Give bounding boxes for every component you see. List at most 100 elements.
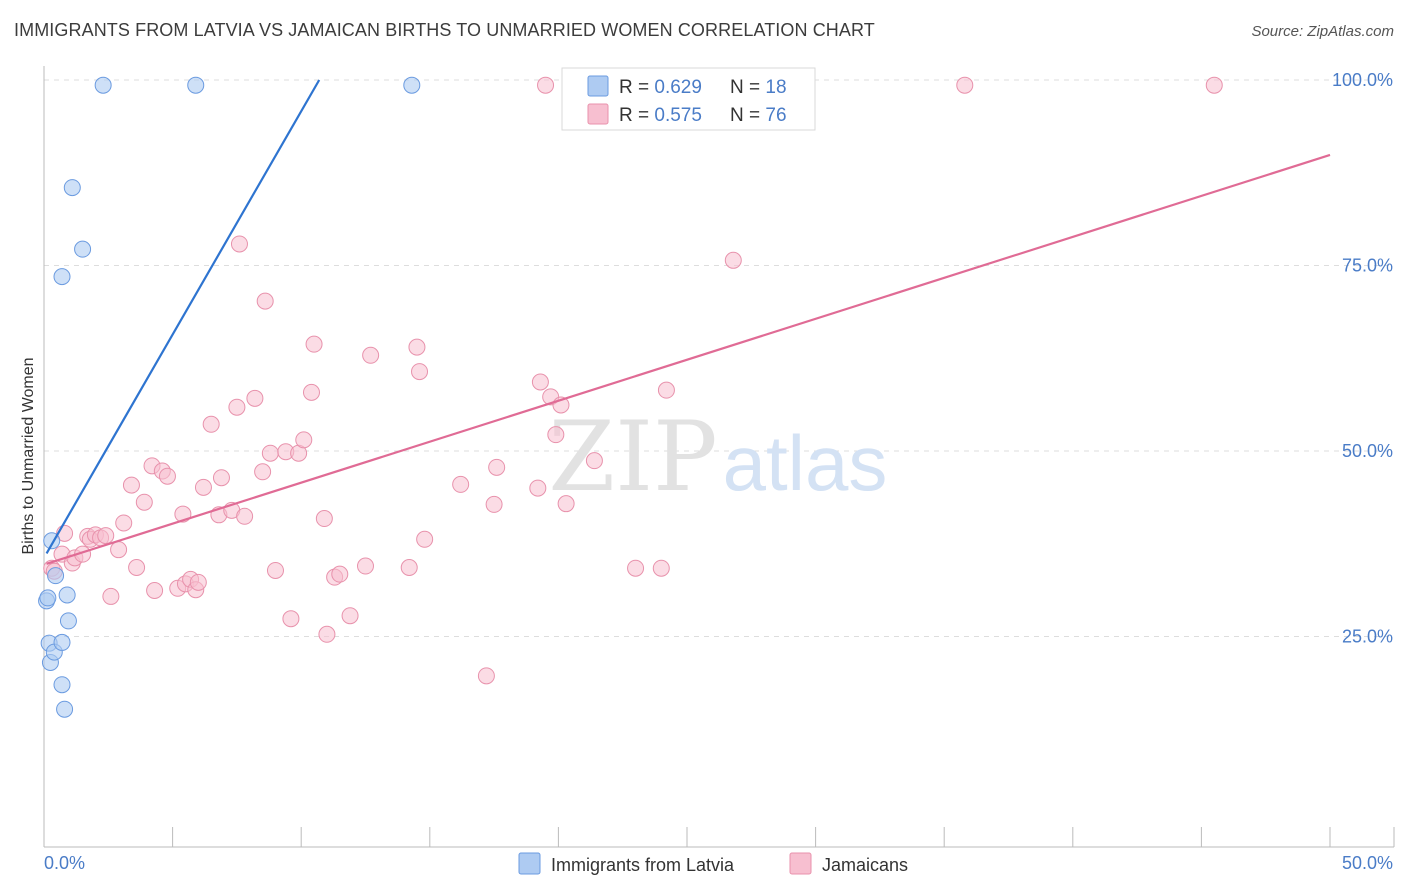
- stats-legend-n-jamaica: N = 76: [730, 105, 787, 126]
- stats-legend: R = 0.629 N = 18 R = 0.575 N = 76: [561, 67, 816, 131]
- n-label: N =: [730, 77, 765, 98]
- jamaica-point: [261, 444, 279, 462]
- x-tick-label: 50.0%: [1342, 853, 1393, 873]
- legend-label-latvia: Immigrants from Latvia: [551, 855, 735, 875]
- legend-swatch-jamaica: [789, 852, 812, 875]
- jamaica-point: [341, 607, 359, 625]
- latvia-point: [63, 179, 81, 197]
- r-value: 0.629: [654, 77, 702, 98]
- jamaica-point: [97, 527, 115, 545]
- jamaica-point: [331, 565, 349, 583]
- jamaica-point: [115, 514, 133, 532]
- jamaica-point: [110, 541, 128, 559]
- jamaica-point: [657, 381, 675, 399]
- latvia-point: [94, 76, 112, 94]
- y-tick-label: 75.0%: [1342, 256, 1393, 276]
- jamaica-point: [236, 507, 254, 525]
- jamaica-point: [202, 415, 220, 433]
- jamaica-point: [400, 558, 418, 576]
- r-label: R =: [619, 105, 654, 126]
- jamaica-point: [488, 458, 506, 476]
- jamaica-point: [411, 363, 429, 381]
- latvia-point: [47, 567, 65, 585]
- jamaica-point: [158, 467, 176, 485]
- latvia-point: [74, 240, 92, 258]
- jamaica-point: [315, 510, 333, 528]
- jamaica-point: [529, 479, 547, 497]
- jamaica-point: [416, 530, 434, 548]
- jamaicans-points: [43, 76, 1223, 685]
- latvia-point: [59, 612, 77, 630]
- n-value: 76: [765, 105, 786, 126]
- stats-legend-swatch-latvia: [587, 75, 609, 97]
- jamaica-point: [318, 625, 336, 643]
- stats-legend-row-latvia: R = 0.629: [619, 77, 702, 98]
- jamaica-point: [477, 667, 495, 685]
- tick-labels: 25.0% 50.0% 75.0% 100.0% 0.0% 50.0%: [44, 70, 1393, 873]
- jamaica-point: [724, 251, 742, 269]
- jamaica-point: [246, 389, 264, 407]
- jamaica-point: [128, 558, 146, 576]
- y-tick-label: 50.0%: [1342, 441, 1393, 461]
- jamaica-point: [230, 235, 248, 253]
- jamaica-point: [585, 452, 603, 470]
- latvia-point: [403, 76, 421, 94]
- jamaica-point: [537, 76, 555, 94]
- latvia-point: [53, 268, 71, 286]
- r-value: 0.575: [654, 105, 702, 126]
- jamaica-point: [282, 610, 300, 628]
- y-axis-label: Births to Unmarried Women: [20, 357, 37, 554]
- jamaica-point: [362, 346, 380, 364]
- legend-label-jamaica: Jamaicans: [822, 855, 908, 875]
- latvia-point: [58, 586, 76, 604]
- jamaica-point: [408, 338, 426, 356]
- stats-legend-row-jamaica: R = 0.575: [619, 105, 702, 126]
- watermark-atlas: atlas: [723, 419, 888, 507]
- latvia-point: [56, 700, 74, 718]
- jamaica-point: [452, 475, 470, 493]
- jamaica-point: [102, 587, 120, 605]
- jamaica-point: [194, 478, 212, 496]
- jamaica-point: [485, 495, 503, 513]
- jamaica-point: [956, 76, 974, 94]
- n-label: N =: [730, 105, 765, 126]
- grid-lines: [44, 79, 1394, 637]
- jamaica-point: [557, 495, 575, 513]
- y-tick-label: 100.0%: [1332, 70, 1393, 90]
- jamaica-point: [302, 383, 320, 401]
- jamaica-trend-line: [46, 153, 1331, 565]
- jamaica-point: [228, 398, 246, 416]
- jamaica-point: [189, 573, 207, 591]
- stats-legend-n-latvia: N = 18: [730, 77, 787, 98]
- jamaica-point: [652, 559, 670, 577]
- jamaica-point: [212, 469, 230, 487]
- jamaica-point: [547, 426, 565, 444]
- watermark-zip: ZIP: [548, 401, 717, 513]
- jamaica-point: [305, 335, 323, 353]
- chart-title: IMMIGRANTS FROM LATVIA VS JAMAICAN BIRTH…: [14, 20, 875, 40]
- jamaica-point: [531, 373, 549, 391]
- latvia-point: [39, 589, 57, 607]
- stats-legend-swatch-jamaica: [587, 103, 609, 125]
- trend-lines: [45, 79, 1331, 565]
- jamaica-point: [135, 493, 153, 511]
- x-tick-label: 0.0%: [44, 853, 85, 873]
- r-label: R =: [619, 77, 654, 98]
- n-value: 18: [765, 77, 786, 98]
- axes: [43, 66, 1395, 848]
- latvia-points: [38, 76, 421, 718]
- latvia-point: [53, 676, 71, 694]
- latvia-point: [187, 76, 205, 94]
- jamaica-point: [254, 463, 272, 481]
- latvia-point: [53, 633, 71, 651]
- source-label: Source: ZipAtlas.com: [1251, 23, 1394, 40]
- jamaica-point: [256, 292, 274, 310]
- jamaica-point: [146, 581, 164, 599]
- watermark: ZIP atlas: [548, 401, 887, 513]
- jamaica-point: [627, 559, 645, 577]
- y-tick-label: 25.0%: [1342, 627, 1393, 647]
- jamaica-point: [295, 431, 313, 449]
- bottom-legend: Immigrants from Latvia Jamaicans: [518, 852, 908, 875]
- legend-swatch-latvia: [518, 852, 541, 875]
